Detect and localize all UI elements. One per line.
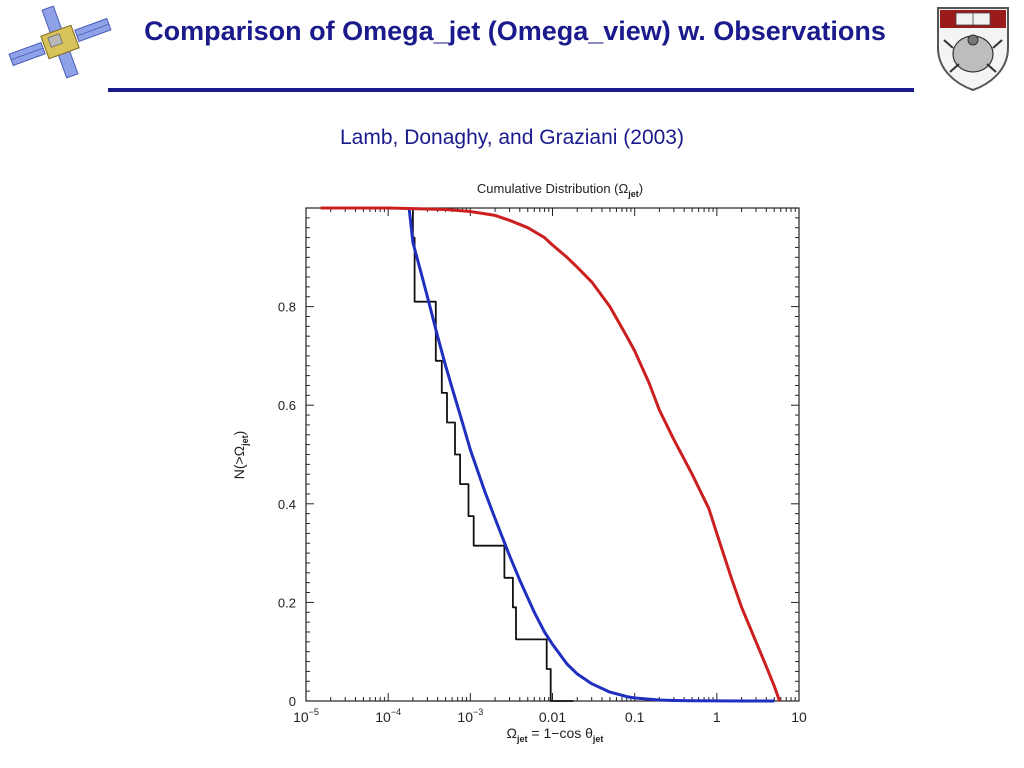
slide-title: Comparison of Omega_jet (Omega_view) w. … <box>144 16 886 46</box>
x-tick-label: 0.1 <box>625 709 645 725</box>
x-tick-label: 10 <box>791 709 807 725</box>
red-model-curve <box>320 206 782 702</box>
university-crest-icon <box>937 7 1009 92</box>
plot-frame <box>305 207 800 702</box>
chart-title: Cumulative Distribution (Ωjet) <box>477 181 643 199</box>
satellite-icon <box>8 5 112 79</box>
y-tick-label: 0.8 <box>278 300 296 315</box>
y-axis-label: N(>Ωjet) <box>231 431 250 480</box>
x-tick-label: 10−4 <box>375 707 401 725</box>
x-axis-label: Ωjet = 1−cos θjet <box>507 725 604 744</box>
x-tick-label: 10−3 <box>457 707 483 725</box>
y-tick-label: 0.6 <box>278 398 296 413</box>
observed-step-line <box>411 208 574 702</box>
blue-model-curve <box>407 207 775 703</box>
x-tick-label: 10−5 <box>293 707 319 725</box>
y-tick-label: 0.2 <box>278 595 296 610</box>
title-rule <box>108 88 914 92</box>
slide-subtitle: Lamb, Donaghy, and Graziani (2003) <box>340 126 684 149</box>
y-tick-label: 0 <box>289 694 296 709</box>
x-tick-label: 0.01 <box>539 709 566 725</box>
y-tick-label: 0.4 <box>278 497 296 512</box>
x-tick-label: 1 <box>713 709 721 725</box>
